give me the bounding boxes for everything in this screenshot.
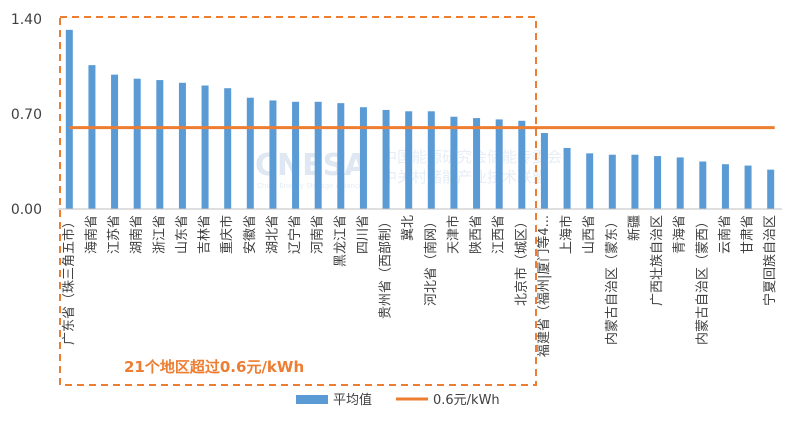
x-tick-label: 湖南省	[129, 215, 145, 254]
bar	[314, 101, 322, 209]
bars	[65, 29, 775, 210]
legend-label-line: 0.6元/kWh	[433, 393, 500, 408]
bar	[156, 80, 164, 209]
bar	[359, 107, 367, 209]
y-axis: 0.00 0.70 1.40	[11, 12, 42, 218]
bar	[654, 156, 662, 209]
x-tick-label: 重庆市	[219, 215, 235, 254]
watermark-line1: 中国能源研究会储能专委会	[382, 148, 562, 166]
annotation-text: 21个地区超过0.6元/kWh	[124, 358, 304, 376]
bar	[744, 165, 752, 209]
x-tick-label: 青海省	[673, 215, 688, 254]
bar	[405, 111, 413, 209]
x-tick-label: 宁夏回族自治区	[762, 215, 778, 306]
bar	[699, 161, 707, 209]
bar	[382, 109, 390, 209]
bar	[201, 85, 209, 209]
x-tick-label: 内蒙古自治区（蒙西）	[694, 215, 710, 345]
x-tick-label: 湖北省	[265, 215, 280, 254]
x-tick-label: 云南省	[717, 215, 733, 254]
watermark: CNESA 中国能源研究会储能专委会 中关村储能产业技术联盟 China Ene…	[255, 148, 562, 190]
x-tick-label: 贵州省（西部制）	[379, 215, 394, 319]
bar	[246, 97, 254, 209]
bar	[676, 157, 684, 209]
watermark-line3: China Energy Storage Alliance	[257, 182, 363, 190]
bar	[65, 29, 73, 209]
x-tick-label: 北京市（城区）	[513, 215, 529, 306]
bar	[608, 154, 616, 209]
x-tick-label: 海南省	[83, 215, 99, 254]
x-tick-label: 福建省（福州|厦门等4...	[536, 215, 552, 357]
y-tick-label: 1.40	[11, 12, 42, 28]
bar	[292, 101, 300, 209]
bar	[721, 164, 729, 209]
x-tick-label: 新疆	[626, 215, 642, 241]
x-tick-label: 内蒙古自治区（蒙东）	[604, 215, 620, 345]
bar	[540, 133, 548, 209]
x-tick-label: 陕西省	[469, 215, 484, 254]
x-tick-label: 黑龙江省	[333, 215, 348, 267]
bar	[631, 154, 639, 209]
x-tick-label: 浙江省	[152, 215, 167, 254]
legend: 平均值 0.6元/kWh	[296, 392, 500, 408]
bar	[586, 153, 594, 209]
y-tick-label: 0.00	[11, 202, 42, 218]
bar	[111, 74, 119, 210]
bar	[563, 147, 571, 209]
x-tick-label: 辽宁省	[287, 215, 303, 254]
x-tick-label: 广东省（珠三角五市）	[61, 215, 77, 345]
watermark-line2: 中关村储能产业技术联盟	[382, 168, 547, 186]
x-tick-label: 四川省	[356, 215, 371, 254]
x-tick-label: 天津市	[445, 215, 461, 254]
x-tick-label: 河北省（南网）	[423, 215, 439, 306]
y-tick-label: 0.70	[11, 107, 42, 123]
bar	[337, 103, 345, 209]
bar	[767, 169, 775, 209]
bar	[224, 88, 232, 209]
x-tick-label: 上海市	[559, 215, 575, 254]
legend-swatch-bar	[296, 395, 328, 404]
bar	[495, 119, 503, 209]
category-labels: 广东省（珠三角五市） 海南省 江苏省 湖南省 浙江省 山东省 吉林省 重庆市 安徽省 湖北省 辽宁省…	[61, 215, 778, 357]
bar	[133, 78, 141, 209]
x-tick-label: 江苏省	[106, 215, 122, 254]
x-tick-label: 冀北	[400, 215, 416, 241]
bar	[450, 116, 458, 209]
bar	[269, 100, 277, 209]
bar	[427, 111, 435, 209]
x-tick-label: 河南省	[310, 215, 326, 254]
x-tick-label: 安徽省	[243, 215, 258, 254]
bar	[178, 82, 186, 209]
x-tick-label: 山东省	[175, 215, 190, 254]
bar	[473, 118, 481, 209]
highlight-box	[59, 16, 537, 386]
x-tick-label: 山西省	[582, 215, 597, 254]
x-tick-label: 广西壮族自治区	[649, 215, 665, 306]
bar	[518, 120, 526, 209]
bar	[88, 65, 96, 210]
x-tick-label: 甘肃省	[741, 215, 756, 254]
x-tick-label: 吉林省	[198, 215, 213, 254]
x-tick-label: 江西省	[492, 215, 507, 254]
legend-label-bar: 平均值	[333, 392, 372, 408]
